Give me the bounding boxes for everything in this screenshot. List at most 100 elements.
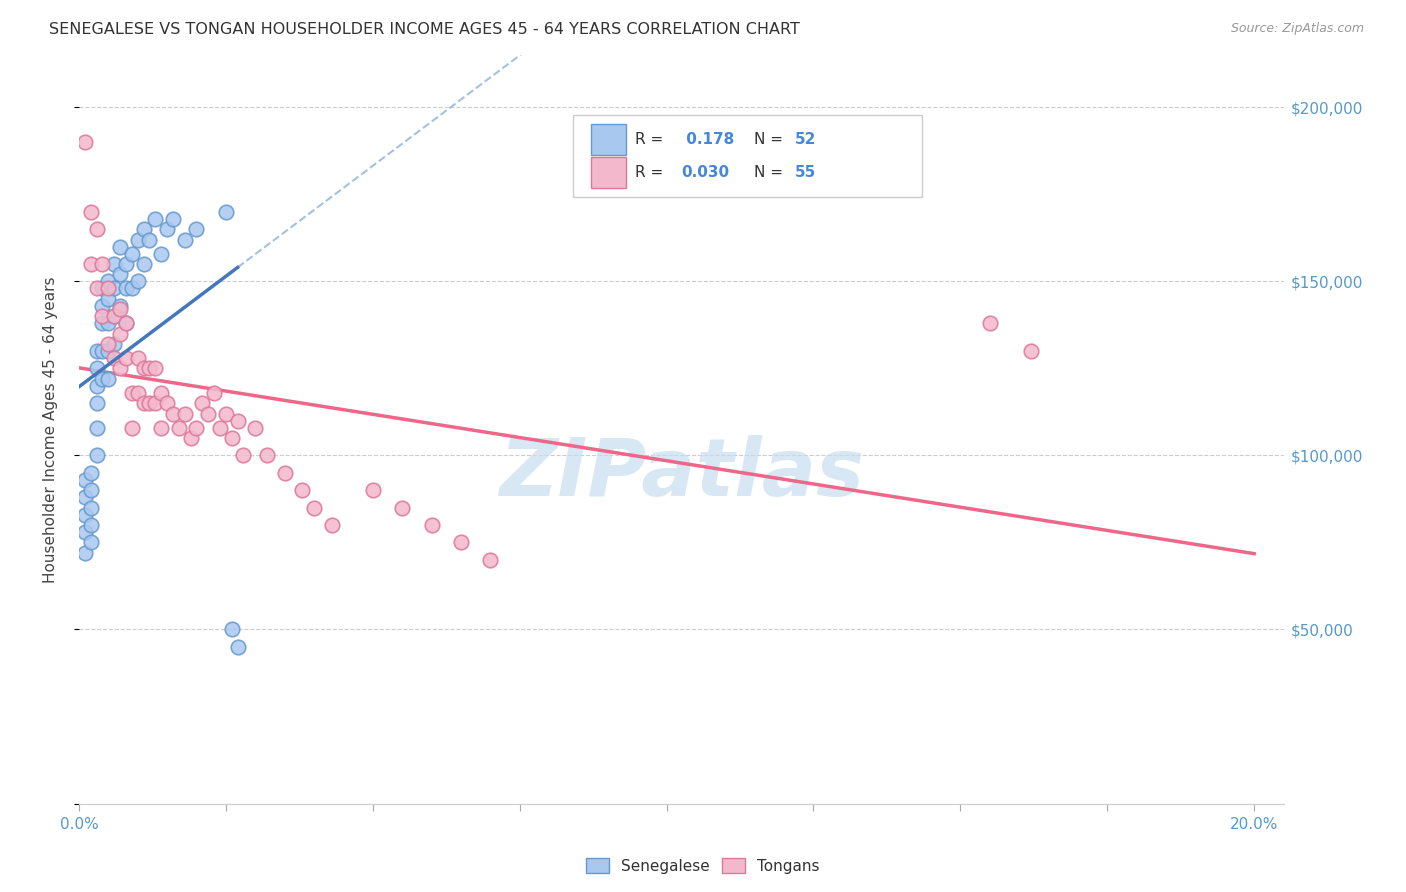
Point (138, 396, 160, 410)
Point (232, 449, 254, 463)
Point (221, 431, 243, 445)
Point (186, 222, 208, 236)
Point (162, 211, 184, 226)
Point (132, 222, 155, 236)
Point (86, 281, 108, 295)
Point (143, 211, 166, 226)
Point (132, 396, 155, 410)
Point (121, 385, 143, 400)
Point (73, 524, 96, 539)
Point (86, 379, 108, 393)
Point (273, 466, 295, 480)
Point (108, 268, 131, 282)
Point (73, 135, 96, 149)
Point (143, 396, 166, 410)
Point (150, 420, 173, 434)
Point (127, 351, 149, 365)
Point (115, 281, 138, 295)
Point (80, 257, 103, 271)
Point (73, 473, 96, 487)
Point (86, 449, 108, 463)
Point (121, 281, 143, 295)
Point (1019, 344, 1042, 359)
Point (226, 414, 249, 428)
Point (91, 372, 114, 386)
Point (208, 420, 231, 434)
Point (245, 420, 267, 434)
Point (80, 535, 103, 549)
Point (97, 274, 120, 288)
Text: N =: N = (754, 165, 787, 180)
Text: 55: 55 (794, 165, 815, 180)
Point (103, 281, 125, 295)
Point (103, 337, 125, 351)
Point (162, 407, 184, 421)
Text: 0.030: 0.030 (682, 165, 730, 180)
Point (180, 431, 202, 445)
Point (103, 309, 125, 323)
Point (202, 385, 225, 400)
Text: ZIPatlas: ZIPatlas (499, 435, 863, 513)
Point (115, 316, 138, 330)
Point (91, 309, 114, 323)
Point (132, 361, 155, 376)
Text: R =: R = (636, 132, 669, 147)
Point (108, 326, 131, 341)
Point (197, 407, 219, 421)
Y-axis label: Householder Income Ages 45 - 64 years: Householder Income Ages 45 - 64 years (44, 277, 58, 582)
Point (321, 518, 343, 533)
Point (97, 337, 120, 351)
Point (215, 204, 238, 219)
Point (127, 385, 149, 400)
Point (80, 518, 103, 533)
Point (108, 239, 131, 253)
FancyBboxPatch shape (591, 124, 626, 155)
Text: Source: ZipAtlas.com: Source: ZipAtlas.com (1230, 22, 1364, 36)
Point (91, 257, 114, 271)
Point (221, 623, 243, 637)
Point (86, 222, 108, 236)
FancyBboxPatch shape (591, 157, 626, 188)
Point (138, 361, 160, 376)
Point (226, 640, 249, 654)
Point (91, 316, 114, 330)
Point (97, 316, 120, 330)
Point (80, 500, 103, 515)
Point (256, 449, 278, 463)
Point (186, 420, 208, 434)
Point (132, 257, 155, 271)
Point (108, 302, 131, 317)
Point (121, 246, 143, 260)
Point (86, 361, 108, 376)
Point (73, 546, 96, 560)
Point (121, 420, 143, 434)
Point (97, 292, 120, 306)
Point (127, 274, 149, 288)
Text: 0.178: 0.178 (682, 132, 734, 147)
Point (86, 344, 108, 359)
Text: 52: 52 (794, 132, 815, 147)
Point (103, 351, 125, 365)
Point (73, 490, 96, 504)
FancyBboxPatch shape (572, 115, 922, 197)
Text: N =: N = (754, 132, 787, 147)
Point (80, 204, 103, 219)
Point (167, 420, 190, 434)
Point (91, 281, 114, 295)
Point (80, 466, 103, 480)
Point (138, 233, 160, 247)
Point (215, 407, 238, 421)
Point (127, 233, 149, 247)
Point (979, 316, 1001, 330)
Point (97, 344, 120, 359)
Point (115, 257, 138, 271)
Point (108, 299, 131, 313)
Point (150, 385, 173, 400)
Point (391, 500, 413, 515)
Point (115, 316, 138, 330)
Point (302, 500, 325, 515)
Point (173, 233, 195, 247)
Point (361, 483, 384, 498)
Point (108, 361, 131, 376)
Point (420, 518, 443, 533)
